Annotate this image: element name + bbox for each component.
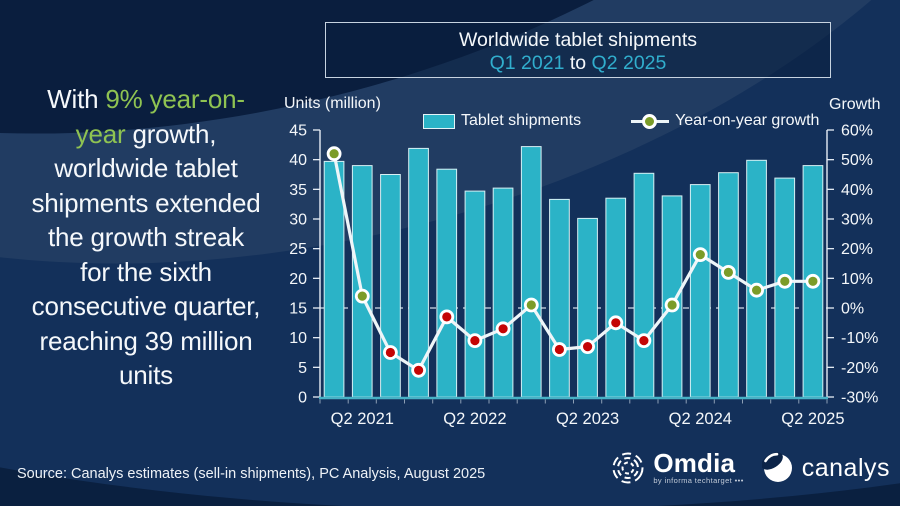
- legend-line-label: Year-on-year growth: [675, 112, 820, 129]
- growth-line: [332, 152, 815, 372]
- marker-Q3-2022: [498, 324, 508, 334]
- right-tick-label: 50%: [841, 152, 873, 169]
- line-marker-icon: [631, 113, 670, 129]
- right-tick-label: -10%: [841, 330, 878, 347]
- bar-Q4-2023: [633, 172, 655, 398]
- left-tick-label: 25: [289, 241, 307, 258]
- marker-Q2-2025: [808, 276, 818, 286]
- marker-Q3-2023: [611, 318, 621, 328]
- bar-Q3-2024: [718, 172, 739, 398]
- headline-segment: growth, worldwide tablet shipments exten…: [31, 118, 261, 391]
- marker-Q3-2021: [385, 347, 395, 358]
- left-tick-label: 20: [289, 271, 307, 288]
- marker-Q4-2021: [414, 365, 424, 375]
- right-tick-label: 10%: [841, 271, 873, 288]
- marker-Q4-2024: [752, 285, 762, 295]
- headline-text: With 9% year-on- year growth, worldwide …: [2, 82, 290, 393]
- omdia-tagline: by informa techtarget •••: [653, 476, 744, 485]
- right-tick-label: -20%: [841, 360, 878, 377]
- bar-Q2-2024: [689, 184, 711, 398]
- left-tick-label: 45: [289, 123, 307, 140]
- left-tick-label: 15: [289, 301, 307, 318]
- bar-Q2-2021: [351, 165, 373, 398]
- x-tick-label: Q2 2025: [781, 410, 844, 428]
- left-axis-title: Units (million): [284, 95, 381, 112]
- marker-Q1-2025: [780, 276, 790, 286]
- chart-title: Worldwide tablet shipments: [458, 29, 698, 51]
- bar-Q1-2024: [661, 195, 683, 398]
- right-tick-label: -30%: [841, 390, 878, 407]
- omdia-rings-icon: [612, 452, 644, 484]
- footer-logos: Omdia by informa techtarget ••• canalys: [610, 450, 890, 486]
- canalys-logo: canalys: [761, 452, 890, 484]
- bar-Q1-2022: [436, 168, 458, 398]
- right-tick-label: 40%: [841, 182, 873, 199]
- marker-Q1-2023: [554, 344, 565, 355]
- marker-Q2-2023: [583, 342, 593, 352]
- range-end: Q2 2025: [591, 52, 667, 74]
- omdia-name: Omdia: [653, 448, 736, 478]
- headline-highlight: 9% year-on- year: [75, 84, 245, 149]
- canalys-sphere-icon: [761, 452, 792, 482]
- chart-legend: Tablet shipments Year-on-year growth: [423, 112, 819, 130]
- bar-Q2-2023: [577, 217, 598, 398]
- left-tick-label: 5: [298, 360, 307, 377]
- bar-Q4-2024: [746, 159, 767, 398]
- left-tick-label: 35: [289, 182, 307, 199]
- x-tick-label: Q2 2022: [443, 410, 506, 428]
- marker-Q2-2021: [357, 291, 367, 301]
- bar-Q3-2022: [492, 187, 514, 398]
- x-tick-label: Q2 2021: [331, 410, 394, 428]
- marker-Q1-2021: [329, 149, 339, 159]
- marker-Q2-2024: [695, 250, 705, 260]
- source-note: Source: Canalys estimates (sell-in shipm…: [17, 466, 486, 482]
- right-tick-label: 20%: [841, 241, 873, 258]
- left-tick-label: 10: [289, 330, 307, 347]
- marker-Q1-2022: [442, 312, 452, 322]
- right-tick-label: 30%: [841, 212, 873, 229]
- bar-Q2-2022: [464, 190, 486, 398]
- omdia-logo: Omdia by informa techtarget •••: [610, 450, 743, 486]
- right-tick-label: 60%: [841, 123, 873, 140]
- bar-Q1-2021: [323, 160, 345, 398]
- canalys-name: canalys: [801, 453, 890, 482]
- marker-Q1-2024: [667, 300, 677, 310]
- range-start: Q1 2021: [489, 52, 565, 74]
- legend-item-line: Year-on-year growth: [631, 112, 819, 130]
- legend-item-bars: Tablet shipments: [423, 112, 581, 130]
- marker-Q3-2024: [723, 267, 734, 277]
- bar-Q1-2023: [549, 198, 570, 398]
- headline-segment: With: [47, 84, 106, 114]
- bar-Q4-2022: [520, 146, 542, 398]
- chart-subtitle: Q1 2021 to Q2 2025: [326, 52, 830, 75]
- x-tick-label: Q2 2024: [669, 410, 732, 428]
- bar-Q3-2023: [605, 197, 627, 398]
- chart-title-box: Worldwide tablet shipments Q1 2021 to Q2…: [325, 22, 831, 78]
- right-axis-title: Growth: [829, 96, 881, 113]
- left-tick-label: 0: [298, 390, 307, 407]
- legend-bar-label: Tablet shipments: [461, 112, 582, 129]
- right-tick-label: 0%: [841, 301, 864, 318]
- bar-Q3-2021: [380, 174, 401, 398]
- left-tick-label: 30: [289, 212, 307, 229]
- x-tick-label: Q2 2023: [556, 410, 619, 428]
- left-tick-label: 40: [289, 152, 307, 169]
- bar-swatch-icon: [423, 113, 455, 129]
- range-connector: to: [564, 52, 592, 74]
- marker-Q4-2022: [526, 300, 536, 310]
- marker-Q2-2022: [470, 336, 480, 346]
- marker-Q4-2023: [639, 336, 649, 346]
- omdia-wordmark: Omdia by informa techtarget •••: [653, 448, 744, 485]
